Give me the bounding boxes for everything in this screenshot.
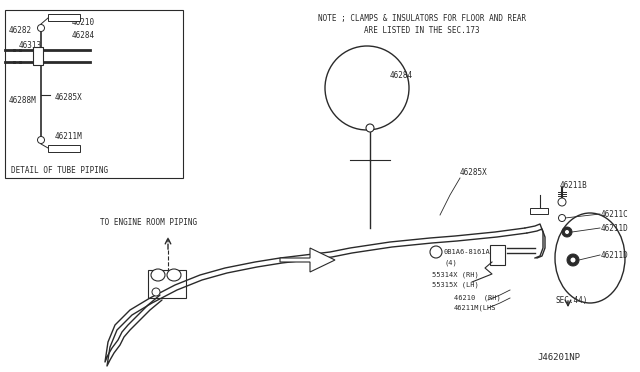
Text: 46211M(LHS: 46211M(LHS [454, 305, 497, 311]
Bar [33, 47, 43, 65]
Text: 46284: 46284 [72, 31, 95, 39]
Text: SEC.44): SEC.44) [556, 295, 588, 305]
Text: B: B [434, 250, 438, 254]
Bar [5, 10, 183, 178]
Text: 46211D: 46211D [601, 224, 628, 232]
Text: 46210  (RH): 46210 (RH) [454, 295, 500, 301]
Ellipse shape [555, 213, 625, 303]
Bar [48, 14, 80, 21]
Circle shape [38, 137, 45, 144]
Text: 46211M: 46211M [55, 131, 83, 141]
Text: 55314X (RH): 55314X (RH) [432, 272, 479, 278]
Circle shape [366, 124, 374, 132]
Text: NOTE ; CLAMPS & INSULATORS FOR FLOOR AND REAR: NOTE ; CLAMPS & INSULATORS FOR FLOOR AND… [318, 13, 526, 22]
Circle shape [152, 288, 160, 296]
Text: 55315X (LH): 55315X (LH) [432, 282, 479, 288]
Bar [148, 270, 186, 298]
Text: 46282: 46282 [9, 26, 32, 35]
Text: TO ENGINE ROOM PIPING: TO ENGINE ROOM PIPING [100, 218, 197, 227]
Text: J46201NP: J46201NP [537, 353, 580, 362]
Bar [490, 245, 505, 265]
Text: 46285X: 46285X [55, 93, 83, 102]
Bar [48, 145, 80, 152]
Text: 46288M: 46288M [9, 96, 36, 105]
Ellipse shape [151, 269, 165, 281]
Circle shape [559, 215, 566, 221]
Text: (4): (4) [444, 260, 457, 266]
Text: 46285X: 46285X [460, 167, 488, 176]
Circle shape [325, 46, 409, 130]
Text: 46210: 46210 [72, 17, 95, 26]
Text: 46211B: 46211B [560, 180, 588, 189]
Polygon shape [280, 248, 335, 272]
Ellipse shape [167, 269, 181, 281]
Circle shape [430, 246, 442, 258]
Text: ARE LISTED IN THE SEC.173: ARE LISTED IN THE SEC.173 [364, 26, 480, 35]
Text: 46211C: 46211C [601, 209, 628, 218]
Text: 0B1A6-8161A: 0B1A6-8161A [444, 249, 491, 255]
Text: 46313: 46313 [19, 41, 42, 49]
Text: 46284: 46284 [390, 71, 413, 80]
Circle shape [38, 25, 45, 32]
Text: 46211D: 46211D [601, 250, 628, 260]
Text: DETAIL OF TUBE PIPING: DETAIL OF TUBE PIPING [11, 166, 108, 174]
Bar [530, 208, 548, 214]
Circle shape [558, 198, 566, 206]
